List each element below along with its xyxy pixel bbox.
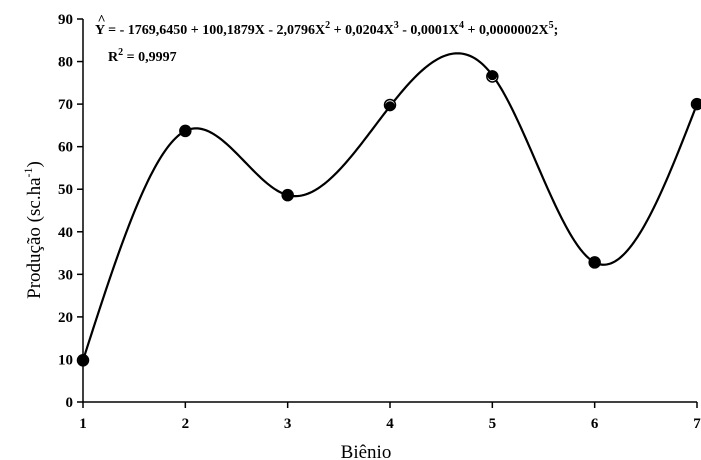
equation-hat: ^ (98, 13, 106, 28)
fitted-point (385, 101, 395, 112)
eq-term-4: ; (554, 23, 559, 38)
eq-term-0: - 1769,6450 + 100,1879X - 2,0796X (120, 23, 326, 38)
y-tick-label: 40 (58, 225, 73, 241)
y-tick-label: 90 (58, 12, 73, 28)
y-axis-title-main: Produção (sc.ha (24, 177, 45, 299)
data-points (76, 70, 701, 367)
regression-equation: Y = - 1769,6450 + 100,1879X - 2,0796X2 +… (95, 20, 558, 38)
y-ticks: 0 10 20 30 40 50 60 70 80 90 (58, 12, 83, 411)
y-tick-label: 70 (58, 97, 73, 113)
x-ticks: 1 2 3 4 5 6 7 (79, 402, 701, 432)
x-tick-label: 1 (79, 416, 87, 432)
x-tick-label: 5 (489, 416, 497, 432)
eq-lhs: = (105, 23, 120, 38)
fitted-point (692, 99, 701, 110)
x-tick-label: 4 (386, 416, 394, 432)
eq-sup-2: 2 (325, 20, 330, 31)
x-tick-label: 2 (182, 416, 190, 432)
eq-term-1: + 0,0204X (330, 23, 394, 38)
r2-sup: 2 (118, 47, 123, 58)
y-axis-title-sup: -1 (21, 167, 35, 177)
y-tick-label: 50 (58, 182, 73, 198)
r2-label: R (108, 50, 119, 65)
x-tick-label: 7 (693, 416, 701, 432)
fitted-point (78, 355, 88, 366)
eq-sup-4: 4 (459, 20, 464, 31)
fitted-point (589, 257, 600, 268)
fitted-point (487, 70, 498, 81)
y-tick-label: 60 (58, 140, 73, 156)
fitted-point (180, 125, 191, 136)
eq-sup-5: 5 (549, 20, 554, 31)
y-tick-label: 10 (58, 352, 73, 368)
x-tick-label: 6 (591, 416, 599, 432)
r-squared: R2 = 0,9997 (108, 47, 177, 65)
y-tick-label: 30 (58, 267, 73, 283)
eq-term-3: + 0,0000002X (464, 23, 549, 38)
y-axis-title: Produção (sc.ha-1) (21, 161, 45, 299)
y-tick-label: 20 (58, 310, 73, 326)
y-tick-label: 80 (58, 55, 73, 71)
y-axis-title-close: ) (24, 161, 45, 167)
y-tick-label: 0 (66, 395, 74, 411)
eq-sup-3: 3 (394, 20, 399, 31)
eq-term-2: - 0,0001X (399, 23, 459, 38)
axes (82, 19, 697, 403)
fitted-point (282, 190, 293, 201)
x-tick-label: 3 (284, 416, 292, 432)
r2-value: = 0,9997 (123, 50, 176, 65)
eq-yhat: Y (95, 23, 105, 38)
x-axis-title: Biênio (341, 442, 392, 460)
